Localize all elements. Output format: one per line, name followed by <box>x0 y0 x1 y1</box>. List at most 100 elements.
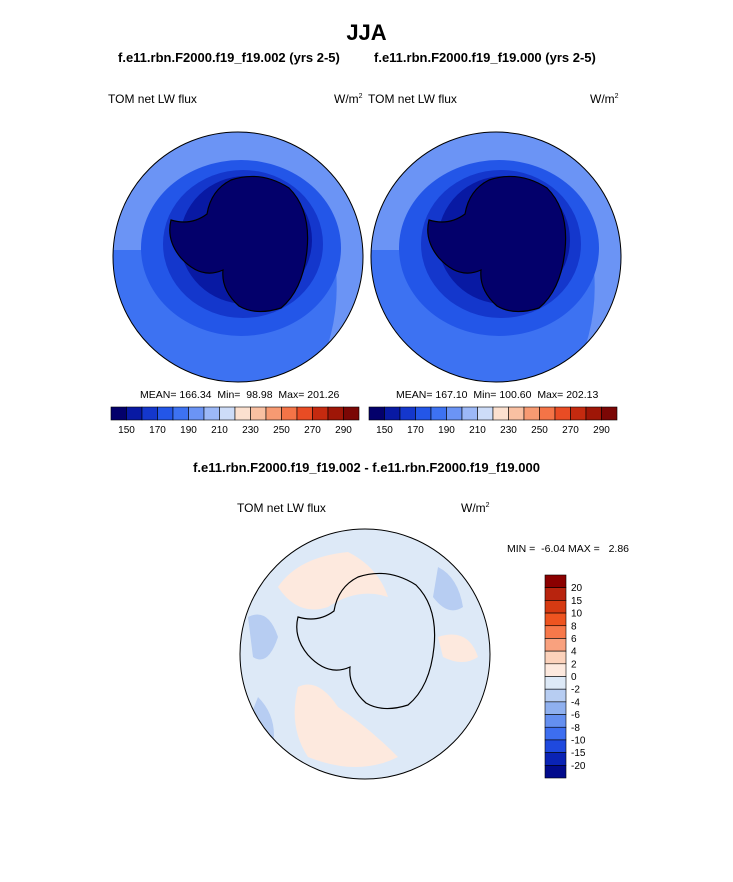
panel-2-colorbar-swatch <box>554 406 571 421</box>
panel-1-variable-label: TOM net LW flux <box>108 92 197 106</box>
panel-1-colorbar-swatch <box>203 406 220 421</box>
diff-min: -6.04 <box>541 543 566 555</box>
panel-2-min: 100.60 <box>499 389 532 401</box>
panel-2-colorbar-swatch <box>570 406 587 421</box>
map-field-positive-region <box>278 552 388 610</box>
diff-colorbar-swatch <box>544 701 567 715</box>
diff-colorbar-tick-label: -8 <box>571 723 580 734</box>
panel-1-units-label: W/m2 <box>334 92 363 106</box>
panel-1-colorbar-tick-label: 190 <box>180 425 197 436</box>
diff-colorbar-tick-label: 0 <box>571 672 577 683</box>
panel-1-colorbar-swatch <box>312 406 329 421</box>
diff-colorbar-swatch <box>544 600 567 614</box>
diff-colorbar-swatch <box>544 765 567 779</box>
panel-2-colorbar-tick-label: 210 <box>469 425 486 436</box>
panel-1-colorbar-swatch <box>157 406 174 421</box>
panel-2-colorbar-tick-label: 150 <box>376 425 393 436</box>
diff-colorbar-swatch <box>544 587 567 601</box>
panel-2-colorbar-swatch <box>446 406 463 421</box>
map-border <box>239 528 491 780</box>
panel-1-colorbar-swatch <box>219 406 236 421</box>
panel-2-stats: MEAN= 167.10 Min= 100.60 Max= 202.13 <box>396 389 599 401</box>
panel-2-colorbar-swatch <box>508 406 525 421</box>
diff-colorbar-tick-label: 20 <box>571 583 583 594</box>
antarctica-outline <box>296 572 436 710</box>
diff-colorbar-tick-label: -6 <box>571 710 580 721</box>
panel-2-colorbar-swatch <box>384 406 401 421</box>
diff-colorbar-swatch <box>544 676 567 690</box>
diff-colorbar-swatch <box>544 574 567 588</box>
diff-colorbar-tick-label: -15 <box>571 748 586 759</box>
diff-minmax: MIN = -6.04 MAX = 2.86 <box>507 543 630 555</box>
diff-colorbar-tick-label: 10 <box>571 609 583 620</box>
map-field-negative-region <box>248 614 278 660</box>
antarctica-outline <box>427 175 567 313</box>
panel-2-colorbar-swatch <box>461 406 478 421</box>
diff-title: f.e11.rbn.F2000.f19_f19.002 - f.e11.rbn.… <box>193 460 540 475</box>
diff-colorbar-tick-label: -10 <box>571 735 586 746</box>
diff-colorbar-tick-label: 4 <box>571 647 577 658</box>
diff-colorbar-swatch <box>544 663 567 677</box>
panel-1-colorbar-swatch <box>126 406 143 421</box>
map-border <box>112 131 364 383</box>
panel-2-colorbar-tick-label: 290 <box>593 425 610 436</box>
panel-2-colorbar-swatch <box>539 406 556 421</box>
panel-1-colorbar-tick-label: 270 <box>304 425 321 436</box>
panel-1-colorbar-tick-label: 210 <box>211 425 228 436</box>
panel-2-colorbar-tick-label: 250 <box>531 425 548 436</box>
panel-2-colorbar-swatch <box>477 406 494 421</box>
diff-colorbar-tick-label: -4 <box>571 697 580 708</box>
panel-1-colorbar-swatch <box>327 406 344 421</box>
panel-1-colorbar-swatch <box>172 406 189 421</box>
diff-colorbar-swatch <box>544 739 567 753</box>
panel-2-colorbar-swatch <box>601 406 618 421</box>
map-field-positive-region <box>294 684 398 767</box>
panel-2-colorbar-swatch <box>430 406 447 421</box>
panel-2-colorbar-swatch <box>585 406 602 421</box>
panel-1-colorbar-swatch <box>234 406 251 421</box>
panel-1-colorbar-swatch <box>296 406 313 421</box>
diff-colorbar-swatch <box>544 650 567 665</box>
panel-2-colorbar-tick-label: 190 <box>438 425 455 436</box>
panel-2-colorbar: 150 170 190 210 230 250 270 290 <box>368 406 618 436</box>
panel-1-mean: 166.34 <box>179 389 212 401</box>
diff-variable-label: TOM net LW flux <box>237 501 326 515</box>
diff-colorbar-swatch <box>544 612 567 627</box>
panel-2-colorbar-swatch <box>368 406 385 421</box>
panel-1-colorbar-tick-label: 150 <box>118 425 135 436</box>
panel-1-colorbar-swatch <box>250 406 267 421</box>
panel-1-colorbar: 150 170 190 210 230 250 270 290 <box>110 406 360 436</box>
panel-2-variable-label: TOM net LW flux <box>368 92 457 106</box>
panel-1-colorbar-swatch <box>343 406 360 421</box>
panel-2-colorbar-swatch <box>399 406 416 421</box>
diff-colorbar-swatch <box>544 714 567 728</box>
panel-1-min: 98.98 <box>246 389 273 401</box>
diff-colorbar-tick-label: -2 <box>571 685 580 696</box>
panel-2-map <box>370 131 622 383</box>
panel-1-colorbar-swatch <box>110 406 127 421</box>
diff-map <box>239 528 491 780</box>
panel-2-colorbar-swatch <box>415 406 432 421</box>
figure-title: JJA <box>346 20 387 45</box>
diff-colorbar-tick-label: 8 <box>571 621 577 632</box>
panel-1-colorbar-swatch <box>188 406 205 421</box>
diff-colorbar-tick-label: 2 <box>571 659 577 670</box>
diff-colorbar-swatch <box>544 638 567 652</box>
map-field-negative-region <box>433 567 463 611</box>
diff-colorbar-tick-label: 15 <box>571 596 583 607</box>
antarctica-outline <box>169 175 309 313</box>
diff-colorbar-tick-label: -20 <box>571 761 586 772</box>
panel-1-colorbar-swatch <box>281 406 298 421</box>
panel-1-colorbar-tick-label: 170 <box>149 425 166 436</box>
panel-2-max: 202.13 <box>566 389 599 401</box>
panel-2-units-label: W/m2 <box>590 92 619 106</box>
panel-2-mean: 167.10 <box>435 389 468 401</box>
panel-1-stats: MEAN= 166.34 Min= 98.98 Max= 201.26 <box>140 389 340 401</box>
map-border <box>370 131 622 383</box>
panel-1-max: 201.26 <box>307 389 340 401</box>
panel-2-colorbar-swatch <box>523 406 540 421</box>
panel-1-case-title: f.e11.rbn.F2000.f19_f19.002 (yrs 2-5) <box>118 50 340 65</box>
panel-2-colorbar-swatch <box>492 406 509 421</box>
diff-colorbar-swatch <box>544 688 567 703</box>
